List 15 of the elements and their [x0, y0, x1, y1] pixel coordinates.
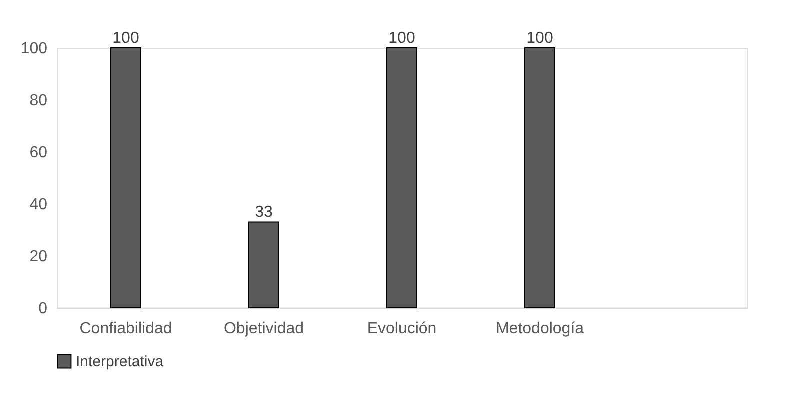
data-label: 33 [255, 204, 273, 222]
y-tick-label: 0 [38, 300, 48, 318]
y-tick-label: 100 [20, 40, 48, 58]
y-tick-label: 20 [30, 248, 48, 266]
data-label: 100 [388, 30, 416, 47]
x-tick-label: Objetividad [224, 320, 304, 338]
x-tick-label: Evolución [367, 320, 437, 338]
y-tick-label: 40 [30, 196, 48, 214]
data-label: 100 [112, 30, 140, 47]
x-tick-label: Confiabilidad [80, 320, 172, 338]
y-tick-label: 60 [30, 144, 48, 162]
legend-label: Interpretativa [76, 354, 164, 370]
y-tick-label: 80 [30, 92, 48, 110]
x-tick-label: Metodología [496, 320, 584, 338]
data-label: 100 [526, 30, 554, 47]
